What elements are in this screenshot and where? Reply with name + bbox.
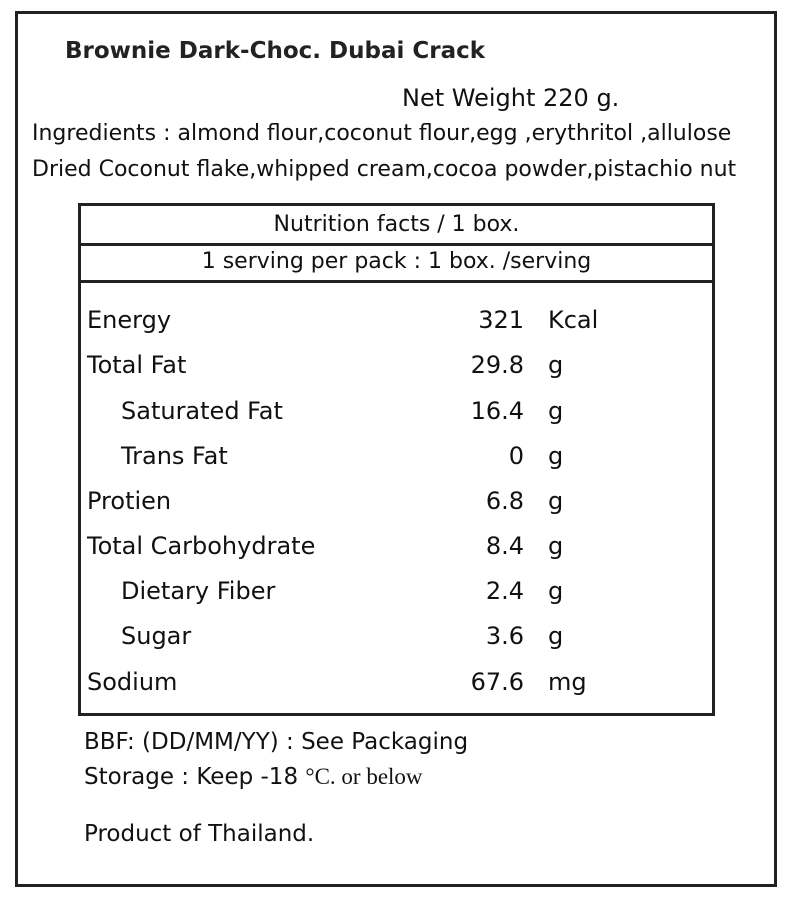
nutrient-row-saturated-fat: Saturated Fat 16.4 g (81, 392, 712, 430)
nutrition-facts-table: Nutrition facts / 1 box. 1 serving per p… (78, 203, 715, 716)
nutrient-unit: Kcal (548, 306, 599, 334)
nutrient-name: Total Fat (87, 351, 187, 379)
nutrient-unit: g (548, 351, 564, 379)
nutrient-name: Sugar (121, 622, 192, 650)
nutrient-unit: g (548, 487, 564, 515)
nutrient-amount: 2.4 (485, 577, 524, 605)
nutrient-name: Saturated Fat (121, 397, 283, 425)
storage-instructions: Storage : Keep -18 °C. or below (84, 764, 423, 790)
ingredients-line-2: Dried Coconut flake,whipped cream,cocoa … (32, 157, 737, 182)
nutrient-unit: g (548, 532, 564, 560)
best-before-text: BBF: (DD/MM/YY) : See Packaging (84, 729, 469, 755)
nutrient-name: Dietary Fiber (121, 577, 276, 605)
nutrient-unit: g (548, 577, 564, 605)
storage-temperature-suffix: °C. or below (305, 764, 423, 789)
nutrient-unit: g (548, 397, 564, 425)
storage-prefix: Storage : Keep -18 (84, 764, 306, 790)
nutrient-name: Energy (87, 306, 172, 334)
nutrient-unit: mg (548, 668, 587, 696)
nutrient-amount: 67.6 (470, 668, 524, 696)
nutrient-name: Protien (87, 487, 172, 515)
nutrient-row-total-carbohydrate: Total Carbohydrate 8.4 g (81, 527, 712, 565)
nutrient-row-total-fat: Total Fat 29.8 g (81, 346, 712, 384)
nutrient-row-sodium: Sodium 67.6 mg (81, 663, 712, 701)
country-of-origin: Product of Thailand. (84, 821, 315, 847)
label-frame (15, 11, 777, 887)
nutrient-name: Sodium (87, 668, 178, 696)
nutrient-row-protein: Protien 6.8 g (81, 482, 712, 520)
nutrient-amount: 6.8 (485, 487, 524, 515)
nutrient-row-energy: Energy 321 Kcal (81, 301, 712, 339)
ingredients-line-1: Ingredients : almond flour,coconut flour… (32, 121, 732, 146)
nutrient-unit: g (548, 442, 564, 470)
nutrient-amount: 3.6 (485, 622, 524, 650)
nutrient-row-trans-fat: Trans Fat 0 g (81, 437, 712, 475)
net-weight: Net Weight 220 g. (402, 84, 620, 112)
nutrient-row-dietary-fiber: Dietary Fiber 2.4 g (81, 572, 712, 610)
product-title: Brownie Dark-Choc. Dubai Crack (65, 38, 486, 64)
nutrient-amount: 321 (478, 306, 524, 334)
nutrient-name: Total Carbohydrate (87, 532, 316, 560)
nutrient-amount: 8.4 (485, 532, 524, 560)
nutrient-name: Trans Fat (121, 442, 228, 470)
nutrition-header: Nutrition facts / 1 box. (81, 206, 712, 246)
nutrient-amount: 29.8 (470, 351, 524, 379)
nutrient-unit: g (548, 622, 564, 650)
serving-info: 1 serving per pack : 1 box. /serving (81, 243, 712, 283)
nutrient-amount: 16.4 (470, 397, 524, 425)
nutrient-amount: 0 (508, 442, 524, 470)
nutrient-row-sugar: Sugar 3.6 g (81, 617, 712, 655)
